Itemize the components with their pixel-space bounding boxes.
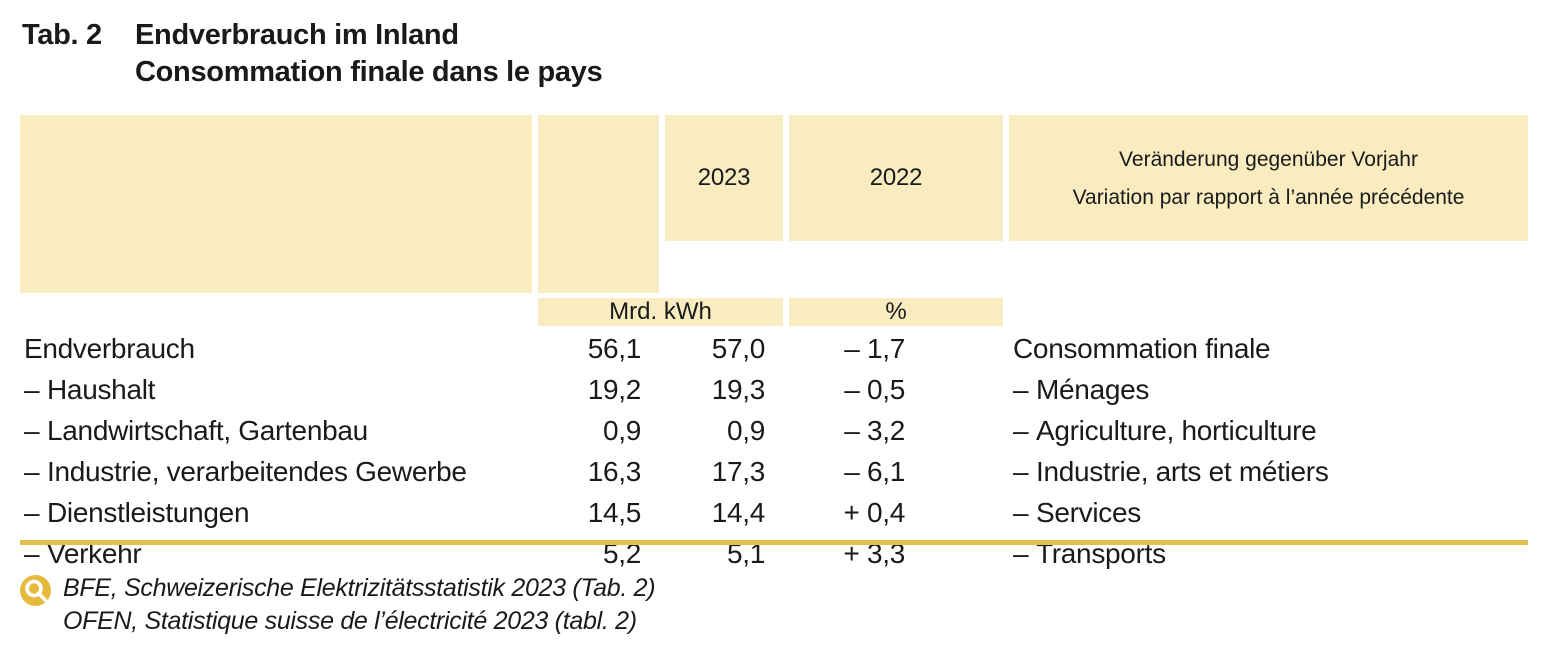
value-2022: 14,4 (711, 496, 766, 528)
row-label-de: – Haushalt (20, 374, 532, 406)
value-2022: 19,3 (711, 373, 766, 405)
dash-prefix: – (1013, 537, 1029, 569)
row-label-fr: – Services (1009, 497, 1528, 529)
column-header-2022: 2022 (789, 115, 1003, 241)
label-text: Industrie, verarbeitendes Gewerbe (47, 455, 467, 487)
value-change: – 0,5 (844, 373, 905, 405)
value-change: – 3,2 (844, 414, 905, 446)
row-label-de: – Industrie, verarbeitendes Gewerbe (20, 456, 532, 488)
magnifier-source-icon (20, 575, 51, 606)
percent-header: % (789, 298, 1003, 326)
row-label-fr: – Ménages (1009, 374, 1528, 406)
value-2023: 16,3 (587, 455, 642, 487)
row-label-de: Endverbrauch (20, 333, 532, 365)
column-header-2023: 2023 (665, 115, 783, 241)
magnifier-source-icon-svg (20, 575, 51, 606)
dash-prefix: – (1013, 496, 1029, 528)
row-label-fr: Consommation finale (1009, 333, 1528, 365)
label-text: Services (1036, 496, 1141, 528)
title-german: Endverbrauch im Inland (135, 19, 459, 51)
table-title-lines: Endverbrauch im Inland Consommation fina… (135, 17, 603, 91)
change-header-french: Variation par rapport à l’année précéden… (1072, 185, 1465, 209)
dash-prefix: – (24, 496, 40, 528)
label-text: Agriculture, horticulture (1036, 414, 1317, 446)
table-body: Endverbrauch 56,1 57,0 – 1,7 Consommatio… (20, 328, 1528, 574)
row-label-fr: – Industrie, arts et métiers (1009, 456, 1528, 488)
value-2022: 0,9 (726, 414, 765, 446)
label-text: Ménages (1036, 373, 1150, 405)
dash-prefix: – (1013, 373, 1029, 405)
statistics-table: 2023 2022 Veränderung gegenüber Vorjahr … (20, 115, 1528, 574)
value-2023: 14,5 (587, 496, 642, 528)
gold-divider (20, 540, 1528, 545)
row-label-de: – Landwirtschaft, Gartenbau (20, 415, 532, 447)
table-header: 2023 2022 Veränderung gegenüber Vorjahr … (20, 115, 1528, 326)
title-french: Consommation finale dans le pays (135, 56, 603, 88)
column-header-change: Veränderung gegenüber Vorjahr Variation … (1009, 115, 1528, 241)
table-title-block: Tab. 2 Endverbrauch im Inland Consommati… (0, 0, 1548, 91)
row-label-de: – Dienstleistungen (20, 497, 532, 529)
source-block: BFE, Schweizerische Elektrizitätsstatist… (20, 572, 656, 638)
source-lines: BFE, Schweizerische Elektrizitätsstatist… (63, 572, 656, 638)
header-spacer-right (538, 115, 659, 293)
dash-prefix: – (24, 455, 40, 487)
label-text: Endverbrauch (24, 332, 195, 364)
label-text: Haushalt (47, 373, 156, 405)
value-2023: 56,1 (587, 332, 642, 364)
label-text: Landwirtschaft, Gartenbau (47, 414, 368, 446)
value-2022: 57,0 (711, 332, 766, 364)
label-text: Consommation finale (1013, 332, 1271, 364)
value-2023: 19,2 (587, 373, 642, 405)
value-change: – 1,7 (844, 332, 905, 364)
dash-prefix: – (24, 373, 40, 405)
dash-prefix: – (1013, 414, 1029, 446)
value-2023: 0,9 (602, 414, 641, 446)
value-2022: 17,3 (711, 455, 766, 487)
row-label-fr: – Agriculture, horticulture (1009, 415, 1528, 447)
dash-prefix: – (24, 537, 40, 569)
label-text: Dienstleistungen (47, 496, 250, 528)
dash-prefix: – (24, 414, 40, 446)
unit-header: Mrd. kWh (538, 298, 783, 326)
value-change: + 0,4 (843, 496, 905, 528)
label-text: Industrie, arts et métiers (1036, 455, 1329, 487)
value-change: – 6,1 (844, 455, 905, 487)
source-french: OFEN, Statistique suisse de l’électricit… (63, 607, 637, 635)
dash-prefix: – (1013, 455, 1029, 487)
change-header-german: Veränderung gegenüber Vorjahr (1119, 147, 1418, 171)
table-number-label: Tab. 2 (22, 19, 102, 51)
source-german: BFE, Schweizerische Elektrizitätsstatist… (63, 574, 656, 602)
header-spacer-left (20, 115, 532, 293)
